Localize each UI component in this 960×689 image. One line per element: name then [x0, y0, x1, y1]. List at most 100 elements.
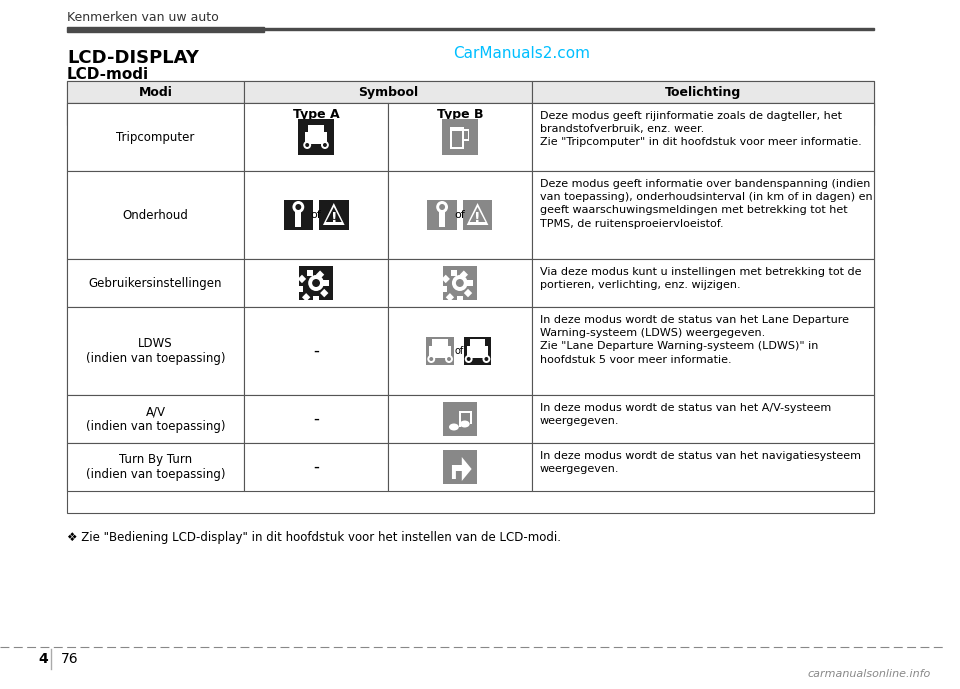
Bar — [302, 293, 310, 302]
Circle shape — [429, 357, 433, 361]
Text: Gebruikersinstellingen: Gebruikersinstellingen — [89, 276, 223, 289]
Text: carmanualsonline.info: carmanualsonline.info — [807, 669, 930, 679]
Bar — [469, 339, 486, 347]
Text: Toelichting: Toelichting — [665, 85, 741, 99]
Bar — [244, 307, 388, 395]
Bar — [323, 280, 329, 286]
Bar — [441, 286, 447, 292]
Bar — [67, 171, 244, 259]
Circle shape — [308, 275, 324, 291]
Polygon shape — [325, 207, 342, 222]
Bar — [244, 81, 532, 103]
Bar — [467, 280, 472, 286]
Bar — [320, 289, 328, 298]
Text: A/V
(indien van toepassing): A/V (indien van toepassing) — [85, 405, 226, 433]
Bar — [308, 125, 324, 133]
Bar — [464, 289, 472, 298]
Bar — [67, 27, 264, 32]
Polygon shape — [469, 207, 486, 222]
Bar — [442, 275, 450, 283]
Polygon shape — [452, 457, 471, 481]
Bar — [450, 127, 464, 149]
Text: Onderhoud: Onderhoud — [123, 209, 188, 221]
Text: -: - — [313, 458, 319, 476]
Bar — [439, 207, 445, 227]
Bar — [459, 411, 461, 427]
Bar — [444, 450, 476, 484]
Circle shape — [465, 355, 472, 363]
Bar — [532, 103, 875, 125]
Bar — [244, 103, 388, 171]
Circle shape — [293, 201, 304, 213]
Text: ❖ Zie "Bediening LCD-display" in dit hoofdstuk voor het instellen van de LCD-mod: ❖ Zie "Bediening LCD-display" in dit hoo… — [67, 531, 561, 544]
Circle shape — [323, 143, 327, 147]
Circle shape — [445, 355, 453, 363]
Bar — [426, 337, 454, 365]
Text: LDWS
(indien van toepassing): LDWS (indien van toepassing) — [85, 337, 226, 365]
Bar — [469, 411, 471, 424]
Bar — [67, 307, 244, 395]
Bar — [457, 296, 463, 302]
Circle shape — [439, 204, 445, 210]
Bar — [319, 200, 348, 230]
Text: of: of — [311, 210, 322, 220]
Bar — [296, 207, 301, 227]
Circle shape — [452, 275, 468, 291]
Ellipse shape — [449, 424, 459, 431]
Circle shape — [303, 141, 311, 149]
Bar — [460, 271, 468, 279]
Text: Tripcomputer: Tripcomputer — [116, 130, 195, 143]
Text: Turn By Turn
(indien van toepassing): Turn By Turn (indien van toepassing) — [85, 453, 226, 481]
Text: LCD-DISPLAY: LCD-DISPLAY — [67, 49, 199, 67]
Bar — [67, 81, 875, 513]
Bar — [532, 395, 875, 443]
Circle shape — [456, 279, 464, 287]
Bar — [264, 28, 875, 30]
Circle shape — [436, 201, 448, 213]
Bar — [244, 395, 388, 443]
Bar — [298, 275, 306, 283]
Text: Type A: Type A — [293, 107, 340, 121]
Bar — [467, 346, 489, 358]
Text: 76: 76 — [61, 652, 79, 666]
Ellipse shape — [460, 420, 469, 427]
Bar — [388, 307, 532, 395]
Bar — [427, 200, 457, 230]
Bar — [532, 81, 875, 103]
Bar — [429, 346, 451, 358]
Bar — [463, 129, 468, 141]
Circle shape — [483, 355, 491, 363]
Bar — [388, 103, 532, 125]
Bar — [388, 395, 532, 443]
Bar — [388, 443, 532, 491]
Bar — [305, 132, 327, 144]
Bar — [388, 103, 532, 171]
Circle shape — [305, 143, 309, 147]
Bar — [532, 307, 875, 395]
Bar — [283, 200, 313, 230]
Text: In deze modus wordt de status van het navigatiesysteem
weergegeven.: In deze modus wordt de status van het na… — [540, 451, 860, 474]
Text: !: ! — [330, 211, 337, 225]
Text: Via deze modus kunt u instellingen met betrekking tot de
portieren, verlichting,: Via deze modus kunt u instellingen met b… — [540, 267, 861, 290]
Bar — [67, 81, 244, 103]
Text: Kenmerken van uw auto: Kenmerken van uw auto — [67, 11, 219, 24]
Bar — [432, 339, 448, 347]
Bar — [67, 103, 244, 171]
Bar — [298, 286, 303, 292]
Text: In deze modus wordt de status van het Lane Departure
Warning-systeem (LDWS) weer: In deze modus wordt de status van het La… — [540, 315, 849, 364]
Bar — [67, 259, 244, 307]
Text: Symbool: Symbool — [358, 85, 418, 99]
Bar — [313, 296, 319, 302]
Circle shape — [321, 141, 329, 149]
Text: -: - — [313, 342, 319, 360]
Circle shape — [296, 204, 301, 210]
Bar — [532, 103, 875, 171]
Bar — [67, 103, 244, 125]
Bar — [300, 266, 333, 300]
Text: of: of — [454, 346, 464, 356]
Bar — [444, 402, 476, 436]
Polygon shape — [323, 203, 345, 225]
Bar — [532, 171, 875, 259]
Bar — [452, 131, 462, 147]
Bar — [244, 103, 388, 125]
